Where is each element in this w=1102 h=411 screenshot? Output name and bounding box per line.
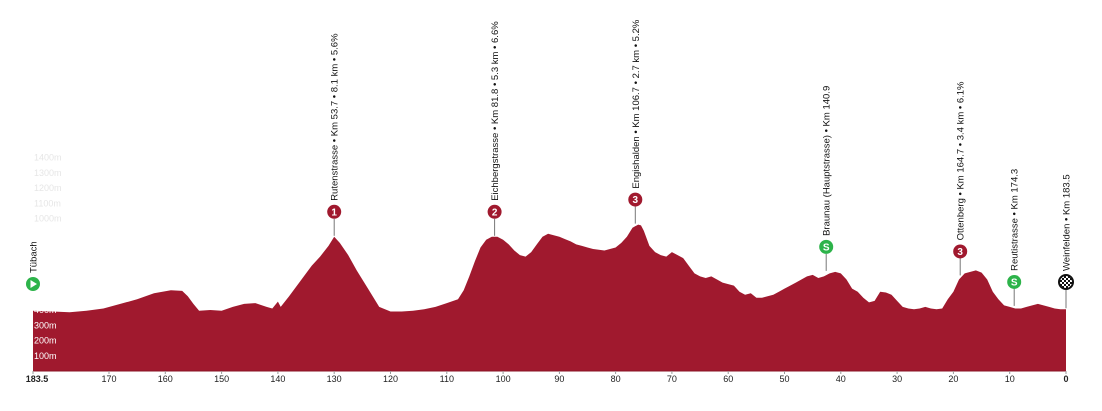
y-tick-label: 1200m <box>34 183 62 193</box>
y-tick-label: 800m <box>34 244 57 254</box>
marker-sprint-6[interactable]: S Reutistrasse • Km 174.3 <box>1007 169 1022 306</box>
x-tick-label: 110 <box>440 374 454 384</box>
marker-label: Tübach <box>29 241 40 273</box>
climb-badge <box>953 244 968 259</box>
marker-label: Rutenstrasse • Km 53.7 • 8.1 km • 5.6% <box>330 33 341 201</box>
y-tick-label: 900m <box>34 229 57 239</box>
y-tick-label: 400m <box>34 305 57 315</box>
marker-glyph: 2 <box>492 207 498 218</box>
marker-glyph: 3 <box>957 247 963 258</box>
y-tick-label: 1400m <box>34 153 62 163</box>
play-icon <box>30 280 37 288</box>
marker-start-0[interactable]: Tübach <box>26 241 40 291</box>
y-tick-label: 1300m <box>34 168 62 178</box>
marker-climb-2[interactable]: 2 Eichbergstrasse • Km 81.8 • 5.3 km • 6.… <box>487 21 502 236</box>
sprint-badge <box>1007 274 1022 289</box>
climb-badge <box>327 204 342 219</box>
x-tick-label: 90 <box>554 374 564 384</box>
marker-label: Reutistrasse • Km 174.3 <box>1010 169 1021 271</box>
y-tick-label: 200m <box>34 336 57 346</box>
marker-glyph: 3 <box>633 195 639 206</box>
y-tick-label: 300m <box>34 320 57 330</box>
x-tick-label: 0 <box>1063 374 1068 384</box>
marker-glyph: S <box>1011 277 1018 288</box>
x-tick-label: 30 <box>892 374 902 384</box>
marker-climb-3[interactable]: 3 Engishalden • Km 106.7 • 2.7 km • 5.2% <box>628 19 643 224</box>
marker-glyph: 1 <box>331 207 337 218</box>
marker-label: Braunau (Hauptstrasse) • Km 140.9 <box>822 86 833 236</box>
climb-badge <box>628 192 643 207</box>
y-tick-label: 500m <box>34 290 57 300</box>
marker-finish-7[interactable]: Weinfelden • Km 183.5 <box>1058 174 1074 309</box>
x-tick-label: 120 <box>383 374 398 384</box>
y-tick-label: 1100m <box>34 198 61 208</box>
x-tick-label: 100 <box>496 374 511 384</box>
elevation-profile-area <box>33 224 1066 371</box>
marker-label: Weinfelden • Km 183.5 <box>1062 174 1073 271</box>
x-tick-label: 50 <box>779 374 789 384</box>
x-tick-label: 140 <box>270 374 285 384</box>
x-tick-label: 80 <box>611 374 621 384</box>
marker-label: Ottenberg • Km 164.7 • 3.4 km • 6.1% <box>956 81 967 240</box>
x-tick-label: 150 <box>214 374 229 384</box>
x-tick-label: 160 <box>158 374 173 384</box>
marker-label: Eichbergstrasse • Km 81.8 • 5.3 km • 6.6… <box>490 21 501 201</box>
x-tick-label: 183.5 <box>26 374 49 384</box>
finish-checker <box>1060 276 1072 288</box>
y-tick-label: 600m <box>34 275 57 285</box>
y-tick-label: 100m <box>34 351 57 361</box>
sprint-badge <box>819 239 834 254</box>
y-tick-label: 1000m <box>34 214 62 224</box>
climb-badge <box>487 204 502 219</box>
marker-climb-1[interactable]: 1 Rutenstrasse • Km 53.7 • 8.1 km • 5.6% <box>327 33 342 236</box>
x-tick-label: 170 <box>101 374 116 384</box>
marker-sprint-4[interactable]: S Braunau (Hauptstrasse) • Km 140.9 <box>819 86 834 271</box>
x-tick-label: 10 <box>1005 374 1015 384</box>
x-tick-label: 70 <box>667 374 677 384</box>
x-tick-label: 20 <box>948 374 958 384</box>
x-tick-label: 130 <box>327 374 342 384</box>
x-tick-label: 60 <box>723 374 733 384</box>
y-tick-label: 700m <box>34 259 57 269</box>
x-tick-label: 40 <box>836 374 846 384</box>
marker-climb-5[interactable]: 3 Ottenberg • Km 164.7 • 3.4 km • 6.1% <box>953 81 968 276</box>
marker-glyph: S <box>823 242 830 253</box>
marker-label: Engishalden • Km 106.7 • 2.7 km • 5.2% <box>631 19 642 188</box>
